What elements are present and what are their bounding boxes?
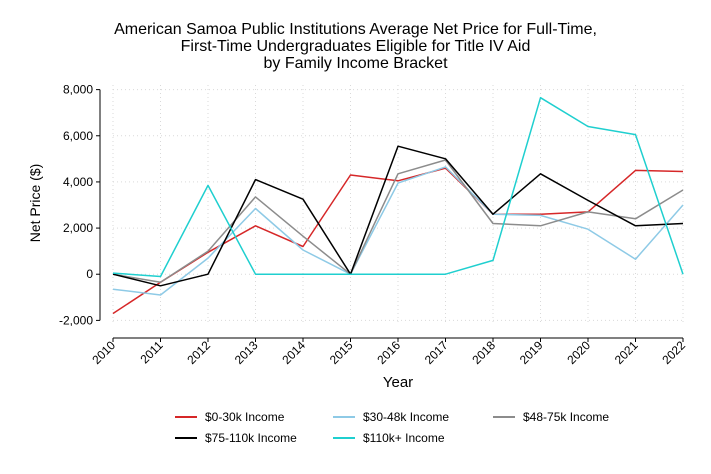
x-tick-label: 2017 [422, 338, 451, 367]
x-tick-label: 2014 [279, 338, 308, 367]
legend-label: $48-75k Income [523, 410, 610, 424]
y-tick-label: 8,000 [63, 83, 93, 97]
legend-swatch [493, 415, 515, 418]
x-tick-label: 2010 [89, 338, 118, 367]
legend-item: $75-110k Income [175, 430, 297, 446]
y-tick-label: 0 [86, 267, 93, 281]
legend-label: $0-30k Income [205, 410, 285, 424]
y-tick-label: 2,000 [63, 221, 93, 235]
y-tick-label: 4,000 [63, 175, 93, 189]
x-tick-label: 2022 [659, 338, 688, 367]
x-tick-label: 2012 [184, 338, 213, 367]
series-line--75-110k-income [112, 145, 684, 287]
y-axis-label: Net Price ($) [27, 164, 43, 243]
chart-title-line-2: First-Time Undergraduates Eligible for T… [180, 38, 531, 55]
legend-label: $30-48k Income [363, 410, 450, 424]
series-line--48-75k-income [112, 159, 684, 284]
legend-item: $30-48k Income [333, 409, 449, 425]
legend-swatch [175, 436, 197, 439]
x-axis-label: Year [383, 374, 413, 391]
x-tick-label: 2016 [374, 338, 403, 367]
x-tick-label: 2018 [469, 338, 498, 367]
legend-item: $48-75k Income [493, 409, 609, 425]
x-tick-label: 2020 [564, 338, 593, 367]
legend-swatch [333, 415, 355, 418]
legend-item: $0-30k Income [175, 409, 284, 425]
x-tick-label: 2019 [517, 338, 546, 367]
y-tick-label: 6,000 [63, 129, 93, 143]
legend-label: $75-110k Income [205, 431, 297, 445]
legend-label: $110k+ Income [363, 431, 445, 445]
y-tick-label: -2,000 [59, 313, 93, 327]
x-tick-label: 2011 [137, 338, 165, 366]
series-line--30-48k-income [112, 166, 684, 296]
legend-swatch [333, 436, 355, 439]
chart-title-line-3: by Family Income Bracket [263, 55, 448, 72]
x-tick-label: 2021 [612, 338, 641, 367]
chart-title-line-1: American Samoa Public Institutions Avera… [114, 21, 597, 38]
series-line--110k-income [112, 96, 684, 278]
x-tick-label: 2013 [232, 338, 261, 367]
legend-swatch [175, 415, 197, 418]
x-tick-label: 2015 [327, 338, 356, 367]
legend-item: $110k+ Income [333, 430, 445, 446]
